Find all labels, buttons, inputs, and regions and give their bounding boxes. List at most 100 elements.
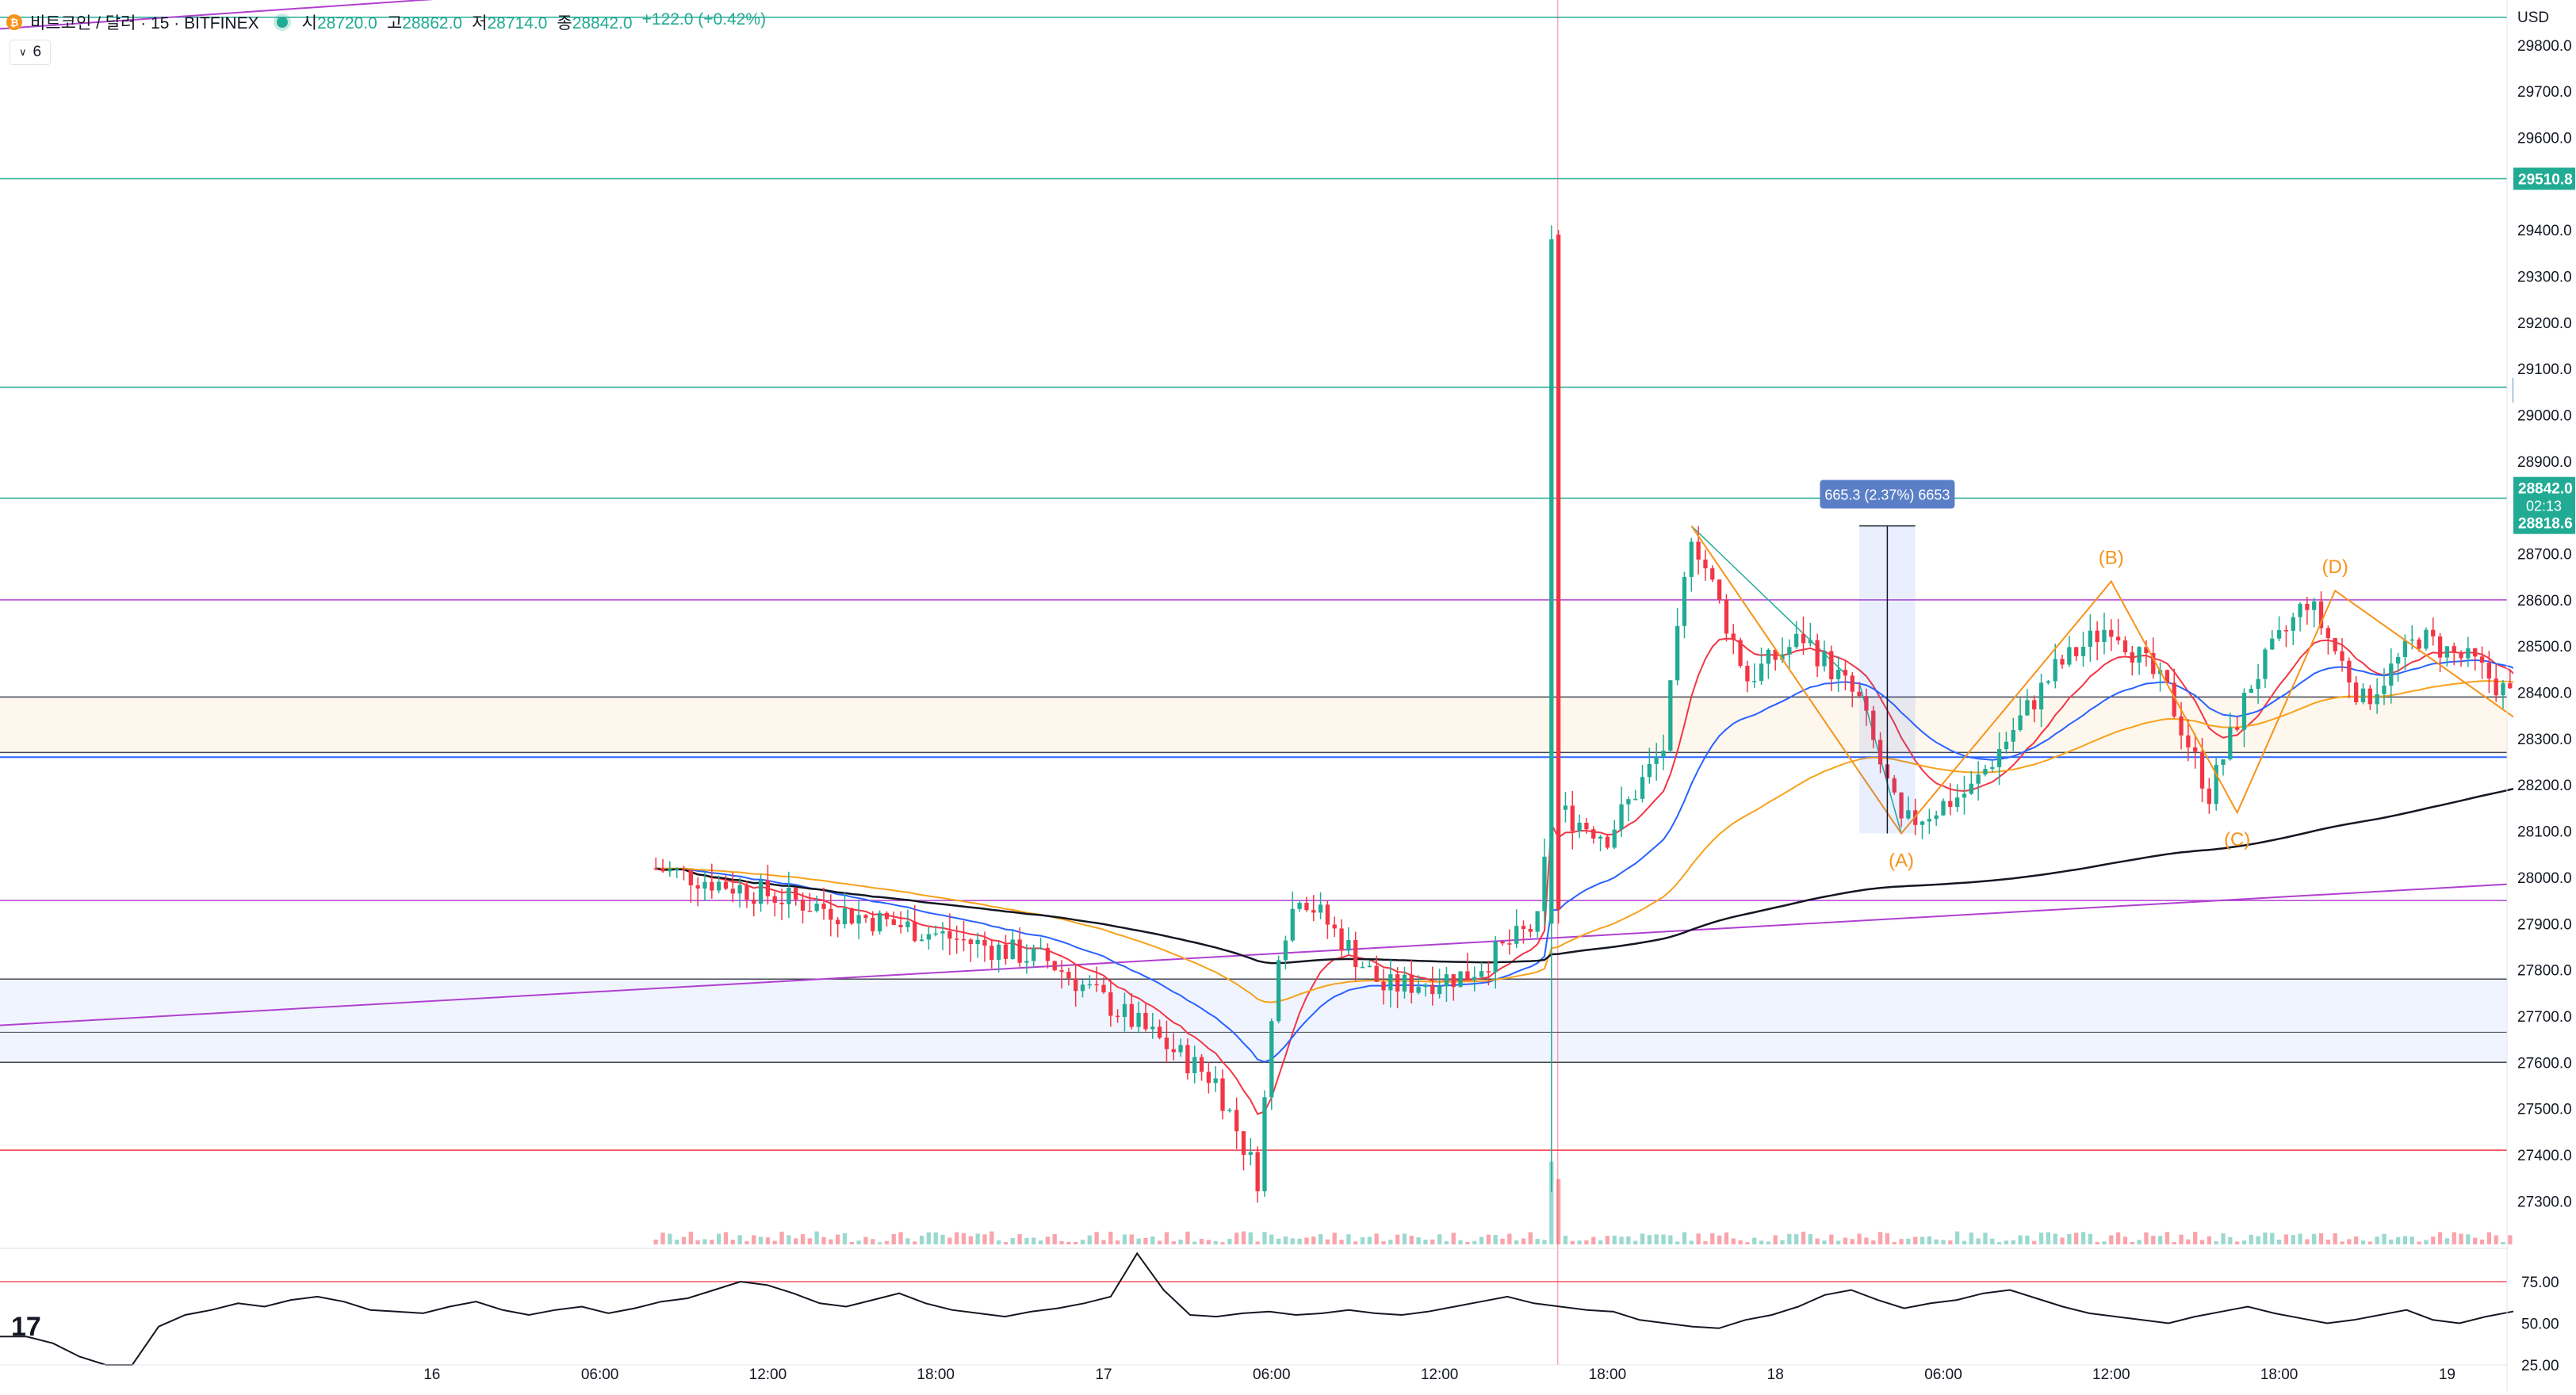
candle-body [1416,987,1421,993]
price-zone [0,979,2507,1063]
volume-bar [1675,1241,1680,1244]
candle-body [1185,1045,1190,1074]
volume-bar [849,1241,854,1244]
volume-bar [2375,1236,2379,1244]
candle-body [1934,815,1939,820]
volume-bar [2011,1240,2015,1244]
volume-bar [688,1231,693,1244]
volume-bar [1941,1240,1946,1244]
time-tick-label: 06:00 [1253,1366,1291,1383]
volume-bar [1059,1240,1064,1244]
candle-body [1920,821,1925,825]
candle-body [695,885,700,889]
candle-body [1927,819,1931,822]
volume-bar [2122,1236,2128,1244]
indicators-toggle[interactable]: ∨ 6 [10,40,51,65]
candle-body [2235,727,2240,730]
candle-body [2409,639,2414,641]
candle-body [1486,971,1491,973]
candle-body [1038,948,1043,950]
candle-body [2109,629,2114,637]
candle-body [1563,805,1568,810]
candle-body [1465,971,1470,980]
candle-body [1024,961,1029,963]
volume-bar [1388,1240,1393,1244]
volume-bar [2256,1236,2260,1244]
candle-body [898,924,903,927]
close-label: 종 [557,14,572,32]
candle-body [1094,984,1099,986]
candle-body [2333,637,2337,652]
volume-bar [919,1235,924,1244]
volume-bar [681,1236,687,1244]
volume-bar [933,1232,938,1244]
candle-body [1136,1012,1141,1027]
candle-body [1717,579,1722,600]
candle-body [1129,1003,1134,1027]
volume-bar [1857,1233,1862,1244]
volume-bar [1556,1179,1561,1244]
candle-body [1066,972,1071,979]
candle-body [2214,764,2218,805]
low-value: 28714.0 [487,14,548,32]
candle-body [913,921,917,942]
ohlc-values: 시28720.0 고28862.0 저28714.0 종28842.0 +122… [302,10,766,34]
time-tick-label: 19 [2439,1366,2455,1383]
volume-bar [2459,1233,2463,1244]
candle-body [1724,599,1729,634]
candle-body [1101,984,1106,992]
candle-body [1962,793,1967,798]
candle-body [1402,974,1407,992]
volume-bar [2360,1240,2366,1244]
candle-body [2067,647,2072,665]
triangle-upper-line [1690,525,1846,675]
candle-body [1787,647,1792,655]
time-tick-label: 16 [423,1366,440,1383]
candle-body [996,944,1001,960]
volume-bar [1766,1241,1771,1244]
time-tick-label: 06:00 [581,1366,619,1383]
candle-body [2144,647,2149,653]
symbol-title[interactable]: 비트코인 / 달러 · 15 · BITFINEX [30,14,259,32]
candle-body [1032,948,1036,961]
currency-label: USD [2517,10,2549,26]
trendlines-layer [0,0,2508,1026]
candle-body [821,904,826,909]
price-tick-label: 27600.0 [2517,1055,2572,1072]
candle-body [1877,740,1883,765]
volume-bar [2157,1236,2163,1244]
candle-body [2186,735,2191,747]
volume-bar [1241,1231,1246,1244]
candle-body [1304,903,1309,911]
volume-bar [807,1238,812,1244]
candle-body [1074,978,1078,992]
volume-bar [2473,1237,2478,1244]
candle-body [723,881,729,889]
volume-bar [1052,1234,1057,1244]
volume-bar [2347,1239,2352,1244]
candle-body [1528,929,1533,932]
volume-bar [1514,1240,1519,1244]
candle-body [688,869,693,886]
volume-bar [1255,1241,1260,1244]
candle-body [1521,926,1526,930]
volume-bar [2395,1236,2401,1244]
open-label: 시 [301,14,317,32]
volume-bar [898,1232,903,1244]
candle-body [1633,798,1638,801]
candle-body [772,896,777,903]
volume-bar [1500,1238,1505,1244]
candle-body [1514,926,1519,944]
candle-body [1080,984,1085,992]
volume-bar [1528,1232,1533,1244]
volume-bar [2207,1236,2211,1244]
candle-body [2444,646,2450,658]
candle-body [2318,601,2324,629]
volume-bar [737,1235,742,1244]
candle-body [716,881,722,891]
candle-body [1283,940,1288,961]
volume-bar [1801,1231,1806,1244]
candle-body [1626,799,1631,805]
